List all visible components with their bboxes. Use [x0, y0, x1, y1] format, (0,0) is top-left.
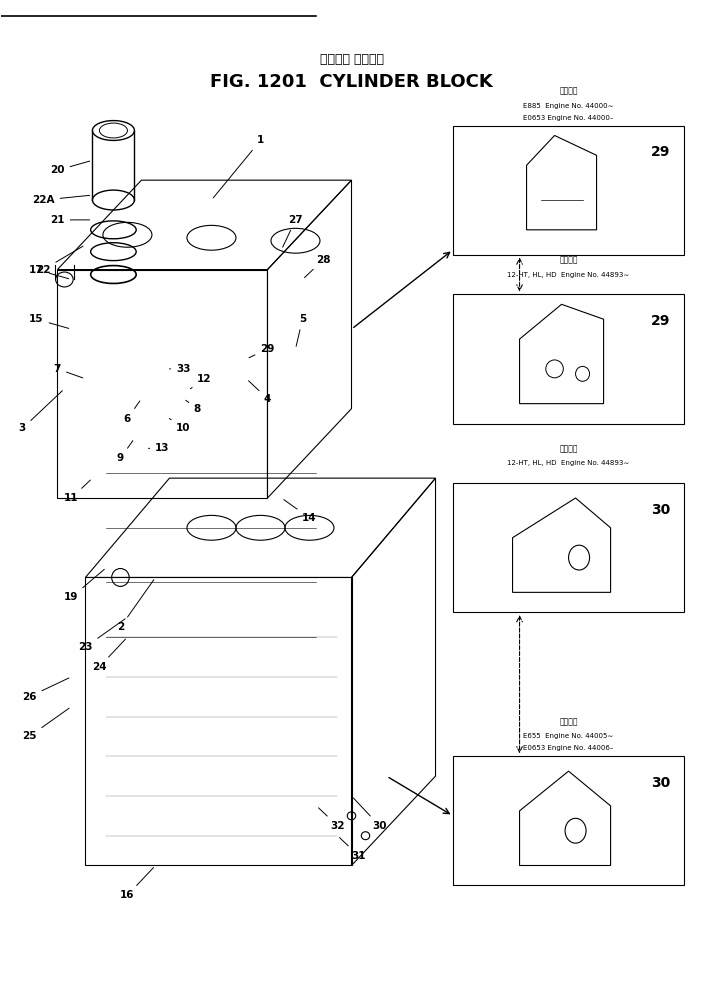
Bar	[453, 483, 684, 613]
Text: 9: 9	[117, 440, 133, 463]
Bar	[453, 756, 684, 885]
Text: 33: 33	[169, 364, 191, 374]
Text: 30: 30	[651, 776, 670, 790]
Text: 29: 29	[249, 344, 275, 358]
Text: 12: 12	[191, 374, 212, 388]
Text: 3: 3	[19, 390, 63, 433]
Text: E0653 Engine No. 44000–: E0653 Engine No. 44000–	[523, 115, 614, 121]
Text: 8: 8	[186, 400, 201, 413]
Text: 4: 4	[248, 380, 271, 403]
Text: 26: 26	[22, 678, 69, 701]
Text: 19: 19	[64, 570, 104, 603]
Text: FIG. 1201  CYLINDER BLOCK: FIG. 1201 CYLINDER BLOCK	[210, 73, 493, 91]
Text: 30: 30	[354, 798, 387, 831]
Text: 28: 28	[304, 255, 330, 278]
Text: E0653 Engine No. 44006–: E0653 Engine No. 44006–	[523, 745, 614, 751]
Text: 11: 11	[64, 480, 91, 503]
Text: 12-HT, HL, HD  Engine No. 44893∼: 12-HT, HL, HD Engine No. 44893∼	[508, 460, 630, 466]
Text: 16: 16	[120, 868, 153, 900]
Text: 22: 22	[36, 246, 83, 275]
Text: 1: 1	[213, 135, 264, 198]
Text: 12-HT, HL, HD  Engine No. 44893∼: 12-HT, HL, HD Engine No. 44893∼	[508, 272, 630, 278]
Bar	[453, 295, 684, 423]
Text: 31: 31	[340, 838, 366, 861]
Text: E885  Engine No. 44000∼: E885 Engine No. 44000∼	[523, 103, 614, 109]
Text: E655  Engine No. 44005∼: E655 Engine No. 44005∼	[524, 733, 614, 739]
Text: 27: 27	[283, 215, 303, 247]
Text: 24: 24	[92, 639, 126, 672]
Bar	[453, 125, 684, 255]
Text: 適用番号: 適用番号	[560, 717, 578, 726]
Text: 7: 7	[53, 364, 83, 377]
Text: 2: 2	[117, 580, 154, 632]
Text: 22A: 22A	[32, 195, 90, 205]
Text: 13: 13	[148, 443, 169, 453]
Text: 10: 10	[169, 418, 191, 433]
Text: 14: 14	[284, 500, 317, 523]
Text: 20: 20	[50, 161, 90, 175]
Text: 30: 30	[651, 503, 670, 517]
Text: 適用番号: 適用番号	[560, 444, 578, 453]
Text: 29: 29	[651, 145, 670, 159]
Text: 17: 17	[29, 265, 69, 279]
Text: シリンダ ブロック: シリンダ ブロック	[319, 53, 384, 66]
Text: 適用番号: 適用番号	[560, 87, 578, 96]
Text: 25: 25	[22, 708, 69, 741]
Text: 29: 29	[651, 315, 670, 329]
Text: 15: 15	[29, 314, 69, 329]
Text: 23: 23	[78, 619, 125, 652]
Text: 32: 32	[318, 808, 344, 831]
Text: 5: 5	[296, 314, 306, 347]
Text: 6: 6	[124, 401, 140, 423]
Text: 適用番号: 適用番号	[560, 256, 578, 265]
Text: 21: 21	[50, 215, 90, 225]
